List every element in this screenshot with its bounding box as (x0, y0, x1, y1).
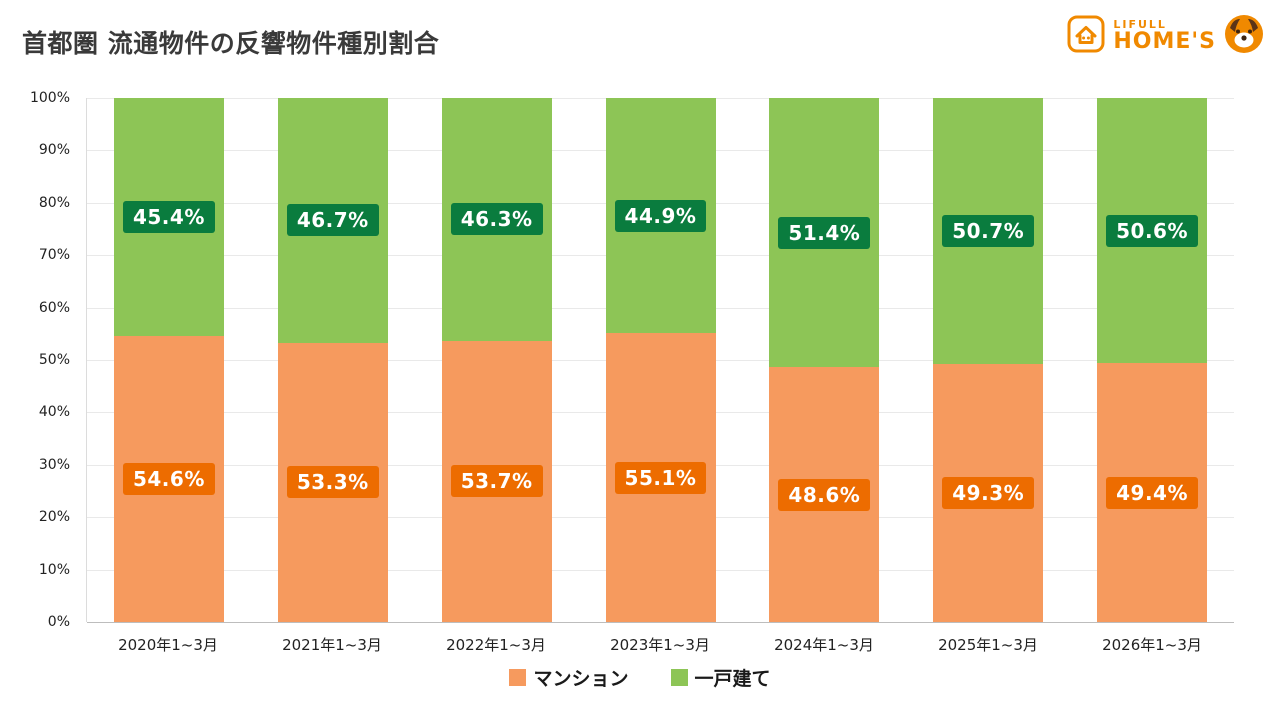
bar-column: 49.3% 50.7% (906, 98, 1070, 622)
x-axis-tick-label: 2024年1~3月 (774, 636, 874, 654)
y-axis-tick-label: 100% (29, 90, 70, 106)
bar-segment-kodate: 46.7% (277, 98, 388, 343)
x-axis-tick-label: 2021年1~3月 (282, 636, 382, 654)
legend-label: マンション (533, 668, 629, 690)
homes-mascot-icon (1224, 14, 1264, 58)
legend-item-mansion: マンション (509, 664, 629, 691)
logo-lifull-label: LIFULL (1113, 17, 1167, 31)
stacked-bar: 54.6% 45.4% (113, 98, 224, 622)
value-label-mansion: 53.7% (450, 465, 543, 498)
value-label-kodate: 46.7% (286, 204, 379, 237)
value-label-mansion: 48.6% (778, 478, 871, 511)
value-label-mansion: 54.6% (122, 462, 215, 495)
stacked-bar: 53.3% 46.7% (277, 98, 388, 622)
y-axis-tick-label: 0% (47, 614, 70, 630)
value-label-kodate: 50.7% (942, 214, 1035, 247)
bar-segment-mansion: 49.3% (933, 363, 1044, 622)
y-axis-tick-label: 40% (38, 404, 70, 421)
bar-column: 53.3% 46.7% (251, 98, 415, 622)
y-axis-tick-label: 60% (38, 299, 70, 316)
value-label-kodate: 50.6% (1106, 214, 1199, 247)
bar-segment-kodate: 45.4% (113, 98, 224, 336)
y-axis-tick-label: 30% (38, 456, 70, 473)
bar-segment-mansion: 49.4% (1097, 363, 1208, 622)
bar-column: 55.1% 44.9% (579, 98, 743, 622)
value-label-kodate: 51.4% (778, 216, 871, 249)
value-label-mansion: 55.1% (614, 461, 707, 494)
bar-segment-mansion: 54.6% (113, 335, 224, 622)
stacked-bar: 55.1% 44.9% (605, 98, 716, 622)
legend-swatch-mansion (509, 669, 527, 686)
y-axis-tick-label: 80% (38, 194, 70, 211)
page-title: 首都圏 流通物件の反響物件種別割合 (22, 29, 440, 58)
stacked-bar: 49.4% 50.6% (1097, 98, 1208, 622)
y-axis-tick-label: 90% (38, 142, 70, 159)
legend-swatch-kodate (670, 669, 688, 686)
value-label-kodate: 46.3% (450, 203, 543, 236)
value-label-mansion: 49.4% (1106, 476, 1199, 509)
y-axis-tick-label: 10% (38, 561, 70, 578)
bar-column: 48.6% 51.4% (742, 98, 906, 622)
bar-segment-kodate: 51.4% (769, 98, 880, 368)
x-axis-tick-label: 2020年1~3月 (118, 636, 218, 654)
value-label-mansion: 49.3% (942, 476, 1035, 509)
stacked-bar: 49.3% 50.7% (933, 98, 1044, 622)
bar-segment-kodate: 46.3% (441, 98, 552, 341)
bar-segment-kodate: 44.9% (605, 98, 716, 334)
chart-legend: マンション 一戸建て (0, 664, 1280, 691)
bar-segment-kodate: 50.7% (933, 98, 1044, 364)
bar-column: 53.7% 46.3% (415, 98, 579, 622)
logo-homes-label: HOME'S (1113, 29, 1216, 55)
bar-segment-kodate: 50.6% (1097, 98, 1208, 364)
bar-column: 54.6% 45.4% (87, 98, 251, 622)
bars-container: 54.6% 45.4% 53.3% 46.7% 53.7% 46.3% 55.1% 44.9%… (87, 98, 1234, 622)
x-axis: 2020年1~3月 2021年1~3月 2022年1~3月 2023年1~3月 2024… (86, 634, 1234, 655)
legend-item-kodate: 一戸建て (670, 664, 771, 691)
bar-segment-mansion: 55.1% (605, 333, 716, 622)
bar-column: 49.4% 50.6% (1070, 98, 1234, 622)
y-axis-tick-label: 20% (38, 509, 70, 526)
lifull-homes-logo: LIFULL HOME'S (1067, 14, 1264, 58)
bar-segment-mansion: 48.6% (769, 367, 880, 622)
value-label-kodate: 45.4% (122, 200, 215, 233)
bar-segment-mansion: 53.3% (277, 342, 388, 622)
x-axis-tick-label: 2022年1~3月 (446, 636, 546, 654)
legend-label: 一戸建て (694, 668, 771, 690)
plot-area: 54.6% 45.4% 53.3% 46.7% 53.7% 46.3% 55.1% 44.9%… (86, 98, 1234, 623)
y-axis-tick-label: 70% (38, 247, 70, 264)
y-axis: 0% 10% 20% 30% 40% 50% 60% 70% 80% 90% 100% (0, 90, 76, 630)
x-axis-tick-label: 2023年1~3月 (610, 636, 710, 654)
gridline (87, 622, 1234, 623)
value-label-mansion: 53.3% (286, 466, 379, 499)
bar-segment-mansion: 53.7% (441, 340, 552, 622)
value-label-kodate: 44.9% (614, 199, 707, 232)
stacked-bar: 53.7% 46.3% (441, 98, 552, 622)
y-axis-tick-label: 50% (38, 352, 70, 368)
x-axis-tick-label: 2025年1~3月 (938, 636, 1038, 654)
logo-text: LIFULL HOME'S (1113, 19, 1216, 54)
stacked-bar: 48.6% 51.4% (769, 98, 880, 622)
lifull-house-icon (1067, 15, 1105, 57)
x-axis-tick-label: 2026年1~3月 (1102, 636, 1202, 654)
